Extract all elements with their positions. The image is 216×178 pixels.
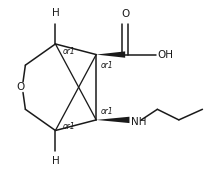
Text: or1: or1 [101, 61, 114, 70]
Text: H: H [52, 8, 59, 18]
Text: or1: or1 [63, 47, 76, 56]
Text: H: H [52, 156, 59, 166]
Polygon shape [96, 117, 129, 123]
Text: or1: or1 [63, 122, 76, 131]
Text: O: O [16, 82, 24, 92]
Text: OH: OH [157, 49, 173, 60]
Text: O: O [121, 9, 129, 19]
Polygon shape [96, 51, 125, 58]
Text: NH: NH [130, 117, 146, 127]
Text: or1: or1 [101, 107, 114, 116]
